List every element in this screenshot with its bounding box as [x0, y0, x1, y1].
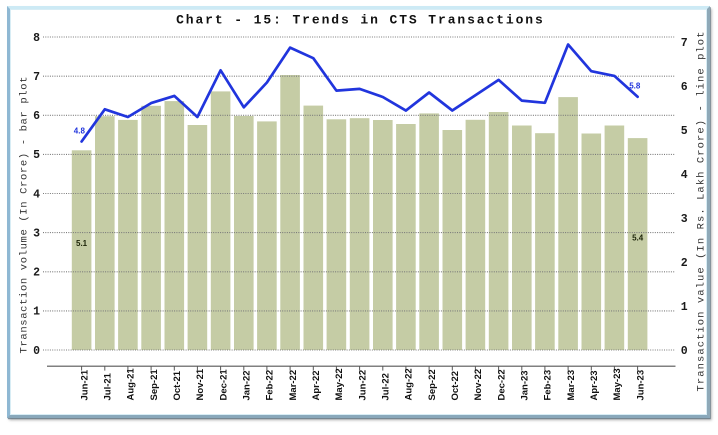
- svg-text:6: 6: [681, 81, 688, 94]
- svg-text:0: 0: [681, 345, 688, 358]
- svg-text:Apr-23: Apr-23: [589, 370, 600, 400]
- svg-text:May-22: May-22: [334, 368, 345, 400]
- svg-text:Oct-22: Oct-22: [450, 371, 461, 401]
- svg-text:7: 7: [33, 71, 40, 84]
- svg-text:Jun-22: Jun-22: [357, 370, 368, 401]
- svg-text:Mar-23: Mar-23: [566, 370, 577, 401]
- svg-text:5: 5: [681, 125, 688, 138]
- svg-text:0: 0: [33, 345, 40, 358]
- svg-text:3: 3: [681, 213, 688, 226]
- svg-text:4: 4: [33, 188, 40, 201]
- svg-text:5: 5: [33, 149, 40, 162]
- svg-text:Feb-23: Feb-23: [543, 370, 554, 401]
- svg-text:Mar-22: Mar-22: [288, 370, 299, 401]
- svg-text:6: 6: [33, 110, 40, 123]
- svg-text:5.1: 5.1: [76, 239, 88, 248]
- svg-text:Oct-21: Oct-21: [172, 370, 183, 400]
- svg-text:Jun-21: Jun-21: [79, 369, 90, 400]
- svg-text:1: 1: [681, 301, 688, 314]
- svg-text:Jan-23: Jan-23: [520, 370, 531, 400]
- svg-text:4.8: 4.8: [74, 126, 86, 135]
- svg-text:Transaction value (In Rs. Lakh: Transaction value (In Rs. Lakh Crore) - …: [696, 32, 708, 392]
- svg-text:7: 7: [681, 37, 688, 50]
- svg-text:Aug-22: Aug-22: [404, 368, 415, 400]
- svg-text:May-23: May-23: [612, 368, 623, 400]
- svg-text:3: 3: [33, 227, 40, 240]
- svg-text:2: 2: [33, 267, 40, 280]
- svg-text:Jul-21: Jul-21: [103, 372, 114, 400]
- svg-text:Aug-21: Aug-21: [126, 368, 137, 401]
- svg-text:Apr-22: Apr-22: [311, 370, 322, 400]
- svg-text:5.8: 5.8: [629, 81, 641, 90]
- svg-text:5.4: 5.4: [632, 233, 644, 242]
- svg-text:Nov-22: Nov-22: [473, 369, 484, 401]
- svg-text:4: 4: [681, 169, 688, 182]
- svg-text:Feb-22: Feb-22: [265, 370, 276, 401]
- svg-text:1: 1: [33, 306, 40, 319]
- svg-text:Jul-22: Jul-22: [381, 373, 392, 400]
- svg-text:Nov-21: Nov-21: [195, 368, 206, 400]
- svg-text:2: 2: [681, 257, 688, 270]
- svg-text:Transaction volume (In Crore): Transaction volume (In Crore) - bar plot: [19, 76, 31, 353]
- svg-text:Sep-21: Sep-21: [149, 369, 160, 401]
- svg-text:Jun-23: Jun-23: [635, 370, 646, 401]
- svg-text:Chart - 15: Trends in CTS Tran: Chart - 15: Trends in CTS Transactions: [176, 13, 545, 28]
- svg-text:8: 8: [33, 32, 40, 45]
- svg-text:Dec-21: Dec-21: [218, 369, 229, 401]
- svg-text:Jan-22: Jan-22: [242, 370, 253, 400]
- svg-text:Dec-22: Dec-22: [496, 369, 507, 400]
- svg-text:Sep-22: Sep-22: [427, 369, 438, 400]
